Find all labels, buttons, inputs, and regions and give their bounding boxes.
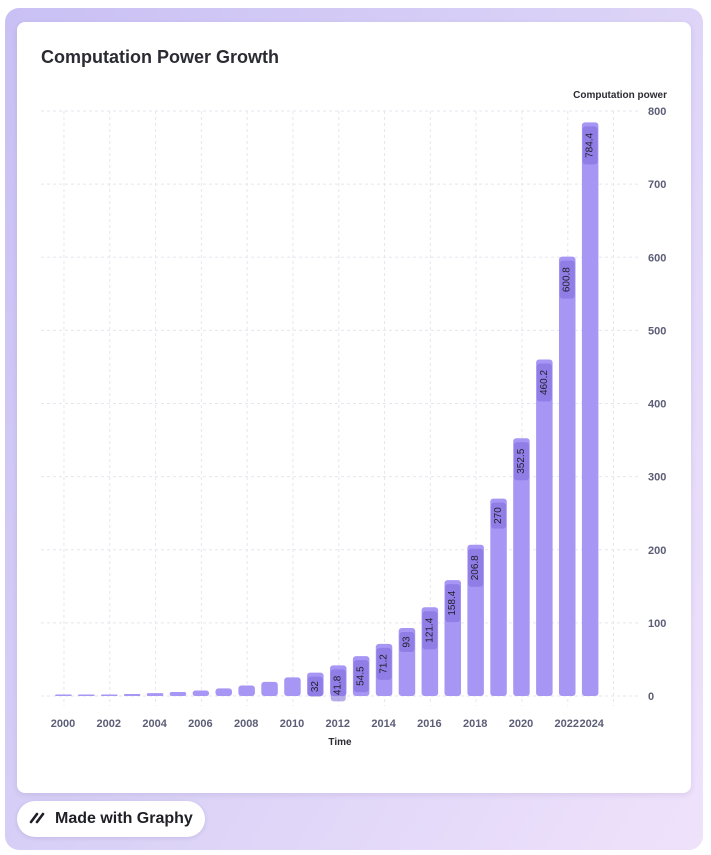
made-with-graphy-badge[interactable]: Made with Graphy [17,801,205,837]
y-tick-label: 0 [648,691,654,703]
bar-2020 [513,438,530,696]
bar-2007 [215,688,232,696]
data-label: 54.5 [356,666,367,686]
data-label-bg [582,126,598,165]
data-label-bg [330,669,346,702]
badge-label: Made with Graphy [55,810,193,827]
x-tick-label: 2024 [579,718,604,730]
bar-2005 [169,692,187,696]
bar-2004 [146,693,164,696]
y-tick-label: 200 [648,545,666,557]
x-tick-label: 2004 [142,718,167,730]
data-label: 206.8 [470,555,481,580]
data-label: 352.5 [516,448,527,473]
y-axis: 0 100 200 300 400 500 600 700 800 [648,106,666,703]
data-label-bg [513,442,529,481]
data-label: 121.4 [424,617,435,642]
y-tick-label: 600 [648,252,666,264]
bar-2003 [123,693,141,696]
bar-2010 [284,677,301,696]
data-label: 460.2 [539,370,550,395]
data-label-bg [307,676,323,697]
bar-2001 [78,694,95,696]
chart-card: Computation Power Growth 32 41.8 54.5 71.2 9… [17,22,691,793]
x-tick-label: 2016 [417,718,441,730]
y-tick-label: 700 [648,179,666,191]
data-label: 270 [493,507,504,524]
y-tick-label: 100 [648,618,666,630]
x-tick-label: 2014 [371,718,396,730]
bar-2002 [101,694,118,696]
bar-2006 [192,690,210,696]
x-tick-label: 2006 [188,718,212,730]
y-tick-label: 500 [648,325,666,337]
y-tick-label: 300 [648,472,666,484]
bar-2023 [581,122,599,697]
bar-2009 [261,681,278,696]
bar-2021 [536,359,553,696]
x-tick-label: 2022 [555,718,579,730]
data-label: 93 [401,636,412,648]
data-label: 600.8 [562,267,573,292]
x-tick-label: 2020 [509,718,533,730]
data-label-bg [399,631,415,652]
data-label-bg [376,647,392,680]
y-tick-label: 400 [648,399,666,411]
data-label: 32 [310,681,321,693]
y-tick-label: 800 [648,106,666,118]
data-label-bg [536,363,552,402]
chart-title: Computation Power Growth [41,47,279,67]
y-axis-title: Computation power [573,90,667,101]
data-label-bg [353,660,369,693]
x-tick-label: 2012 [326,718,350,730]
bar-2019 [490,498,507,696]
graphy-logo-icon [29,809,47,830]
bar-chart: 32 41.8 54.5 71.2 93 121.4 158.4 206.8 270 352.5 4… [41,90,667,748]
data-label-bg [445,584,461,623]
data-label: 71.2 [379,654,390,674]
x-tick-label: 2002 [97,718,121,730]
bar-2008 [238,685,255,696]
data-label-bg [422,611,438,650]
bar-series: 32 41.8 54.5 71.2 93 121.4 158.4 206.8 270 352.5 4… [55,122,599,702]
x-tick-label: 2018 [463,718,487,730]
x-tick-label: 2000 [51,718,75,730]
data-label-bg [468,548,484,587]
data-label: 41.8 [333,675,344,695]
data-label-bg [491,502,507,529]
bar-2000 [55,694,72,696]
x-axis-title: Time [328,737,352,748]
data-label-bg [559,260,575,299]
data-label: 784.4 [585,132,596,157]
bar-2022 [559,256,576,696]
x-tick-label: 2008 [234,718,258,730]
data-label: 158.4 [447,590,458,615]
x-tick-label: 2010 [280,718,304,730]
x-axis: 2000 2002 2004 2006 2008 2010 2012 2014 2016 2018… [51,718,605,730]
